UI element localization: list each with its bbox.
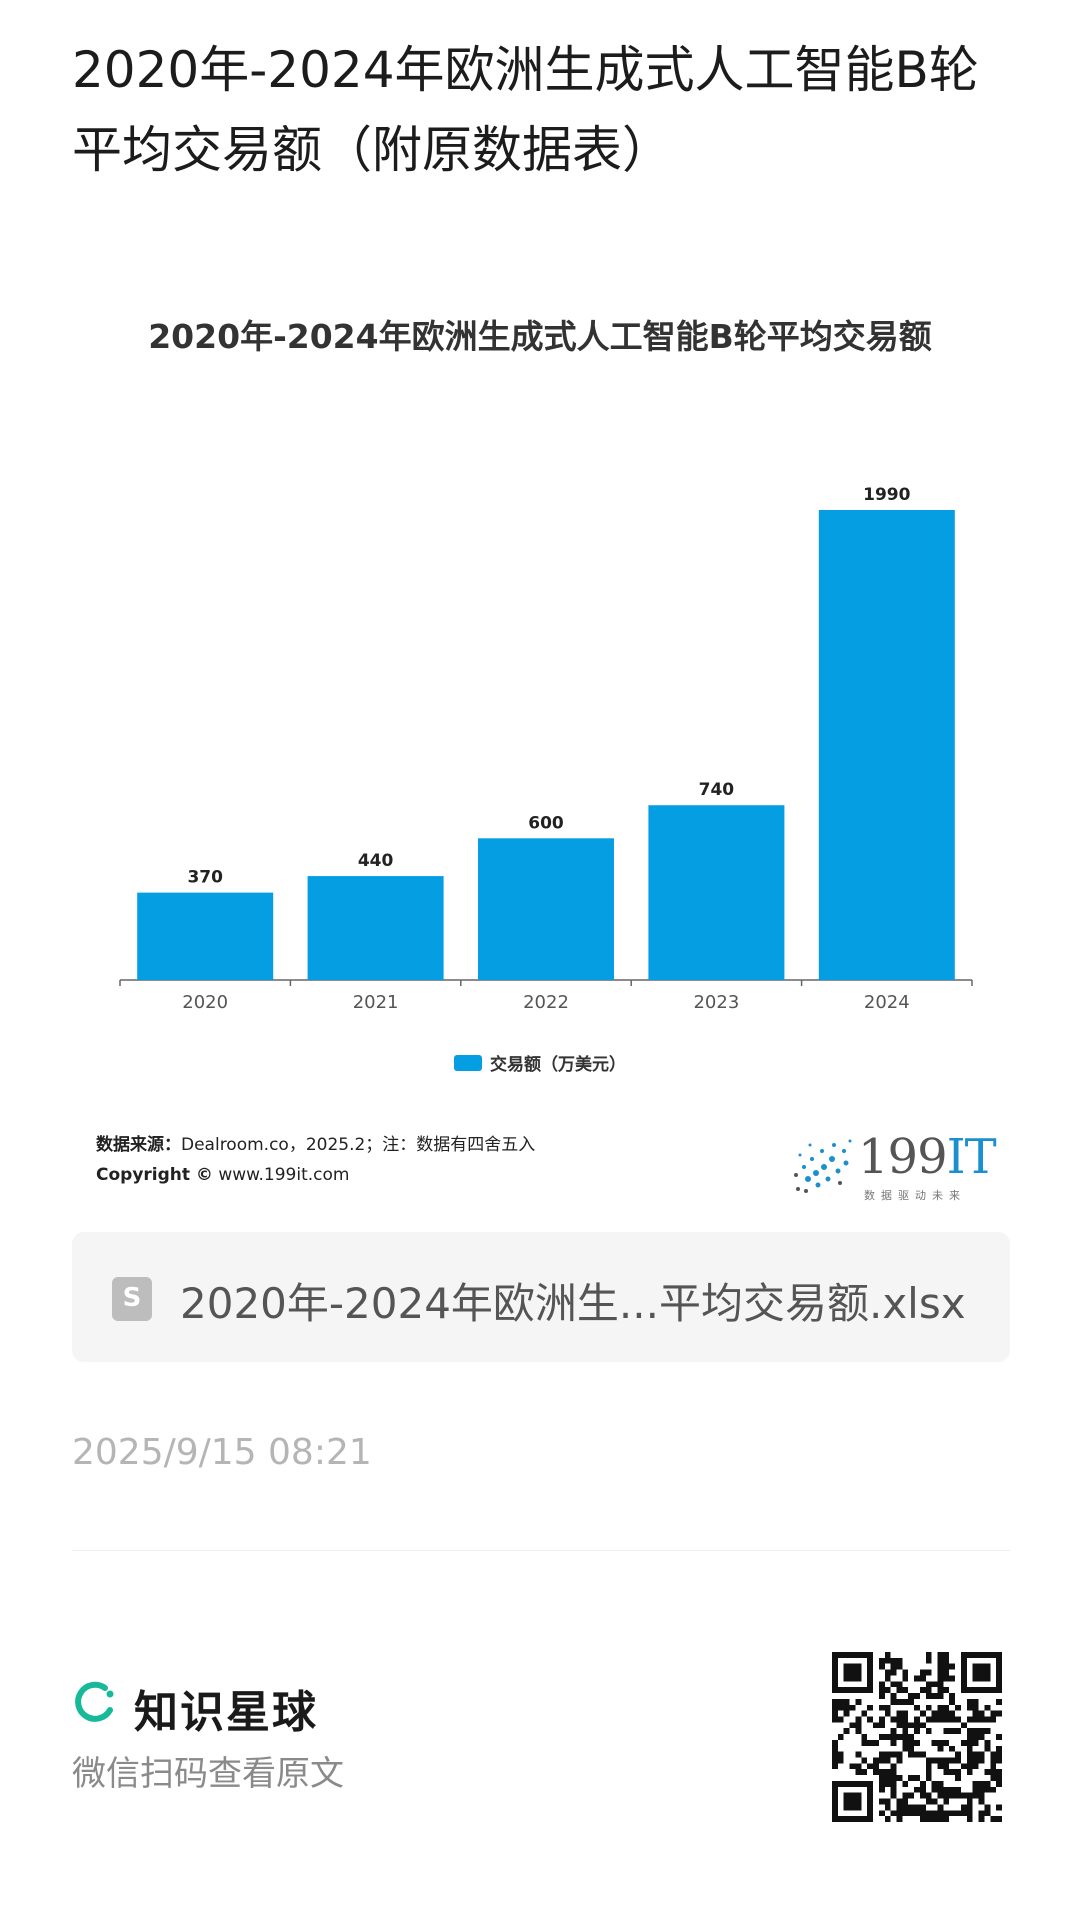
bar-2024 [818, 510, 955, 980]
page-title: 2020年-2024年欧洲生成式人工智能B轮平均交易额（附原数据表） [72, 41, 979, 179]
bar-2022 [478, 838, 614, 980]
x-tick-label-2022: 2022 [523, 992, 569, 1013]
copyright-label: Copyright © [96, 1165, 213, 1185]
x-tick-label-2024: 2024 [864, 992, 910, 1013]
x-tick-label-2021: 2021 [353, 992, 399, 1013]
data-label-2021: 440 [358, 851, 394, 871]
attachment-card[interactable]: 2020年-2024年欧洲生...平均交易额.xlsx [72, 1232, 1010, 1362]
data-label-2020: 370 [187, 868, 223, 888]
dots-logo-icon [794, 1139, 852, 1193]
copyright-text: www.199it.com [212, 1165, 350, 1185]
chart-title: 2020年-2024年欧洲生成式人工智能B轮平均交易额 [148, 317, 932, 356]
bar-2023 [648, 805, 785, 980]
bar-chart: 370 2020 440 2021 600 2022 740 2023 1990 2024 [119, 485, 973, 1013]
bar-2021 [307, 876, 444, 980]
source-label: 数据来源： [96, 1135, 181, 1155]
source-line: 数据来源：Dealroom.co，2025.2；注：数据有四舍五入 [96, 1130, 535, 1160]
copyright-line: Copyright © www.199it.com [96, 1160, 535, 1190]
scan-hint: 微信扫码查看原文 [72, 1754, 344, 1794]
source-text: Dealroom.co，2025.2；注：数据有四舍五入 [181, 1135, 536, 1155]
divider [72, 1550, 1010, 1551]
spreadsheet-file-icon [112, 1277, 152, 1321]
data-label-2022: 600 [528, 813, 564, 833]
zsxq-logo-icon [75, 1681, 114, 1722]
chart-card: 2020年-2024年欧洲生成式人工智能B轮平均交易额 370 2020 440 20… [72, 280, 1008, 1220]
brand-name: 知识星球 [134, 1687, 318, 1738]
attachment-filename[interactable]: 2020年-2024年欧洲生...平均交易额.xlsx [180, 1279, 966, 1328]
data-label-2024: 1990 [863, 485, 910, 505]
x-tick-label-2023: 2023 [693, 992, 739, 1013]
x-tick-label-2020: 2020 [182, 992, 228, 1013]
legend-swatch [454, 1054, 482, 1071]
chart-legend: 交易额（万美元） [72, 1050, 1008, 1075]
qr-code-icon[interactable] [832, 1652, 1002, 1822]
data-label-2023: 740 [699, 780, 735, 800]
source-note: 数据来源：Dealroom.co，2025.2；注：数据有四舍五入 Copyri… [96, 1130, 535, 1190]
post-timestamp: 2025/9/15 08:21 [72, 1432, 372, 1473]
logo-tagline: 数据驱动未来 [864, 1189, 966, 1202]
legend-label: 交易额（万美元） [490, 1055, 626, 1075]
logo-text: 199IT [858, 1129, 997, 1185]
logo-199it: 199IT 数据驱动未来 [788, 1125, 997, 1205]
bar-2020 [137, 892, 274, 980]
